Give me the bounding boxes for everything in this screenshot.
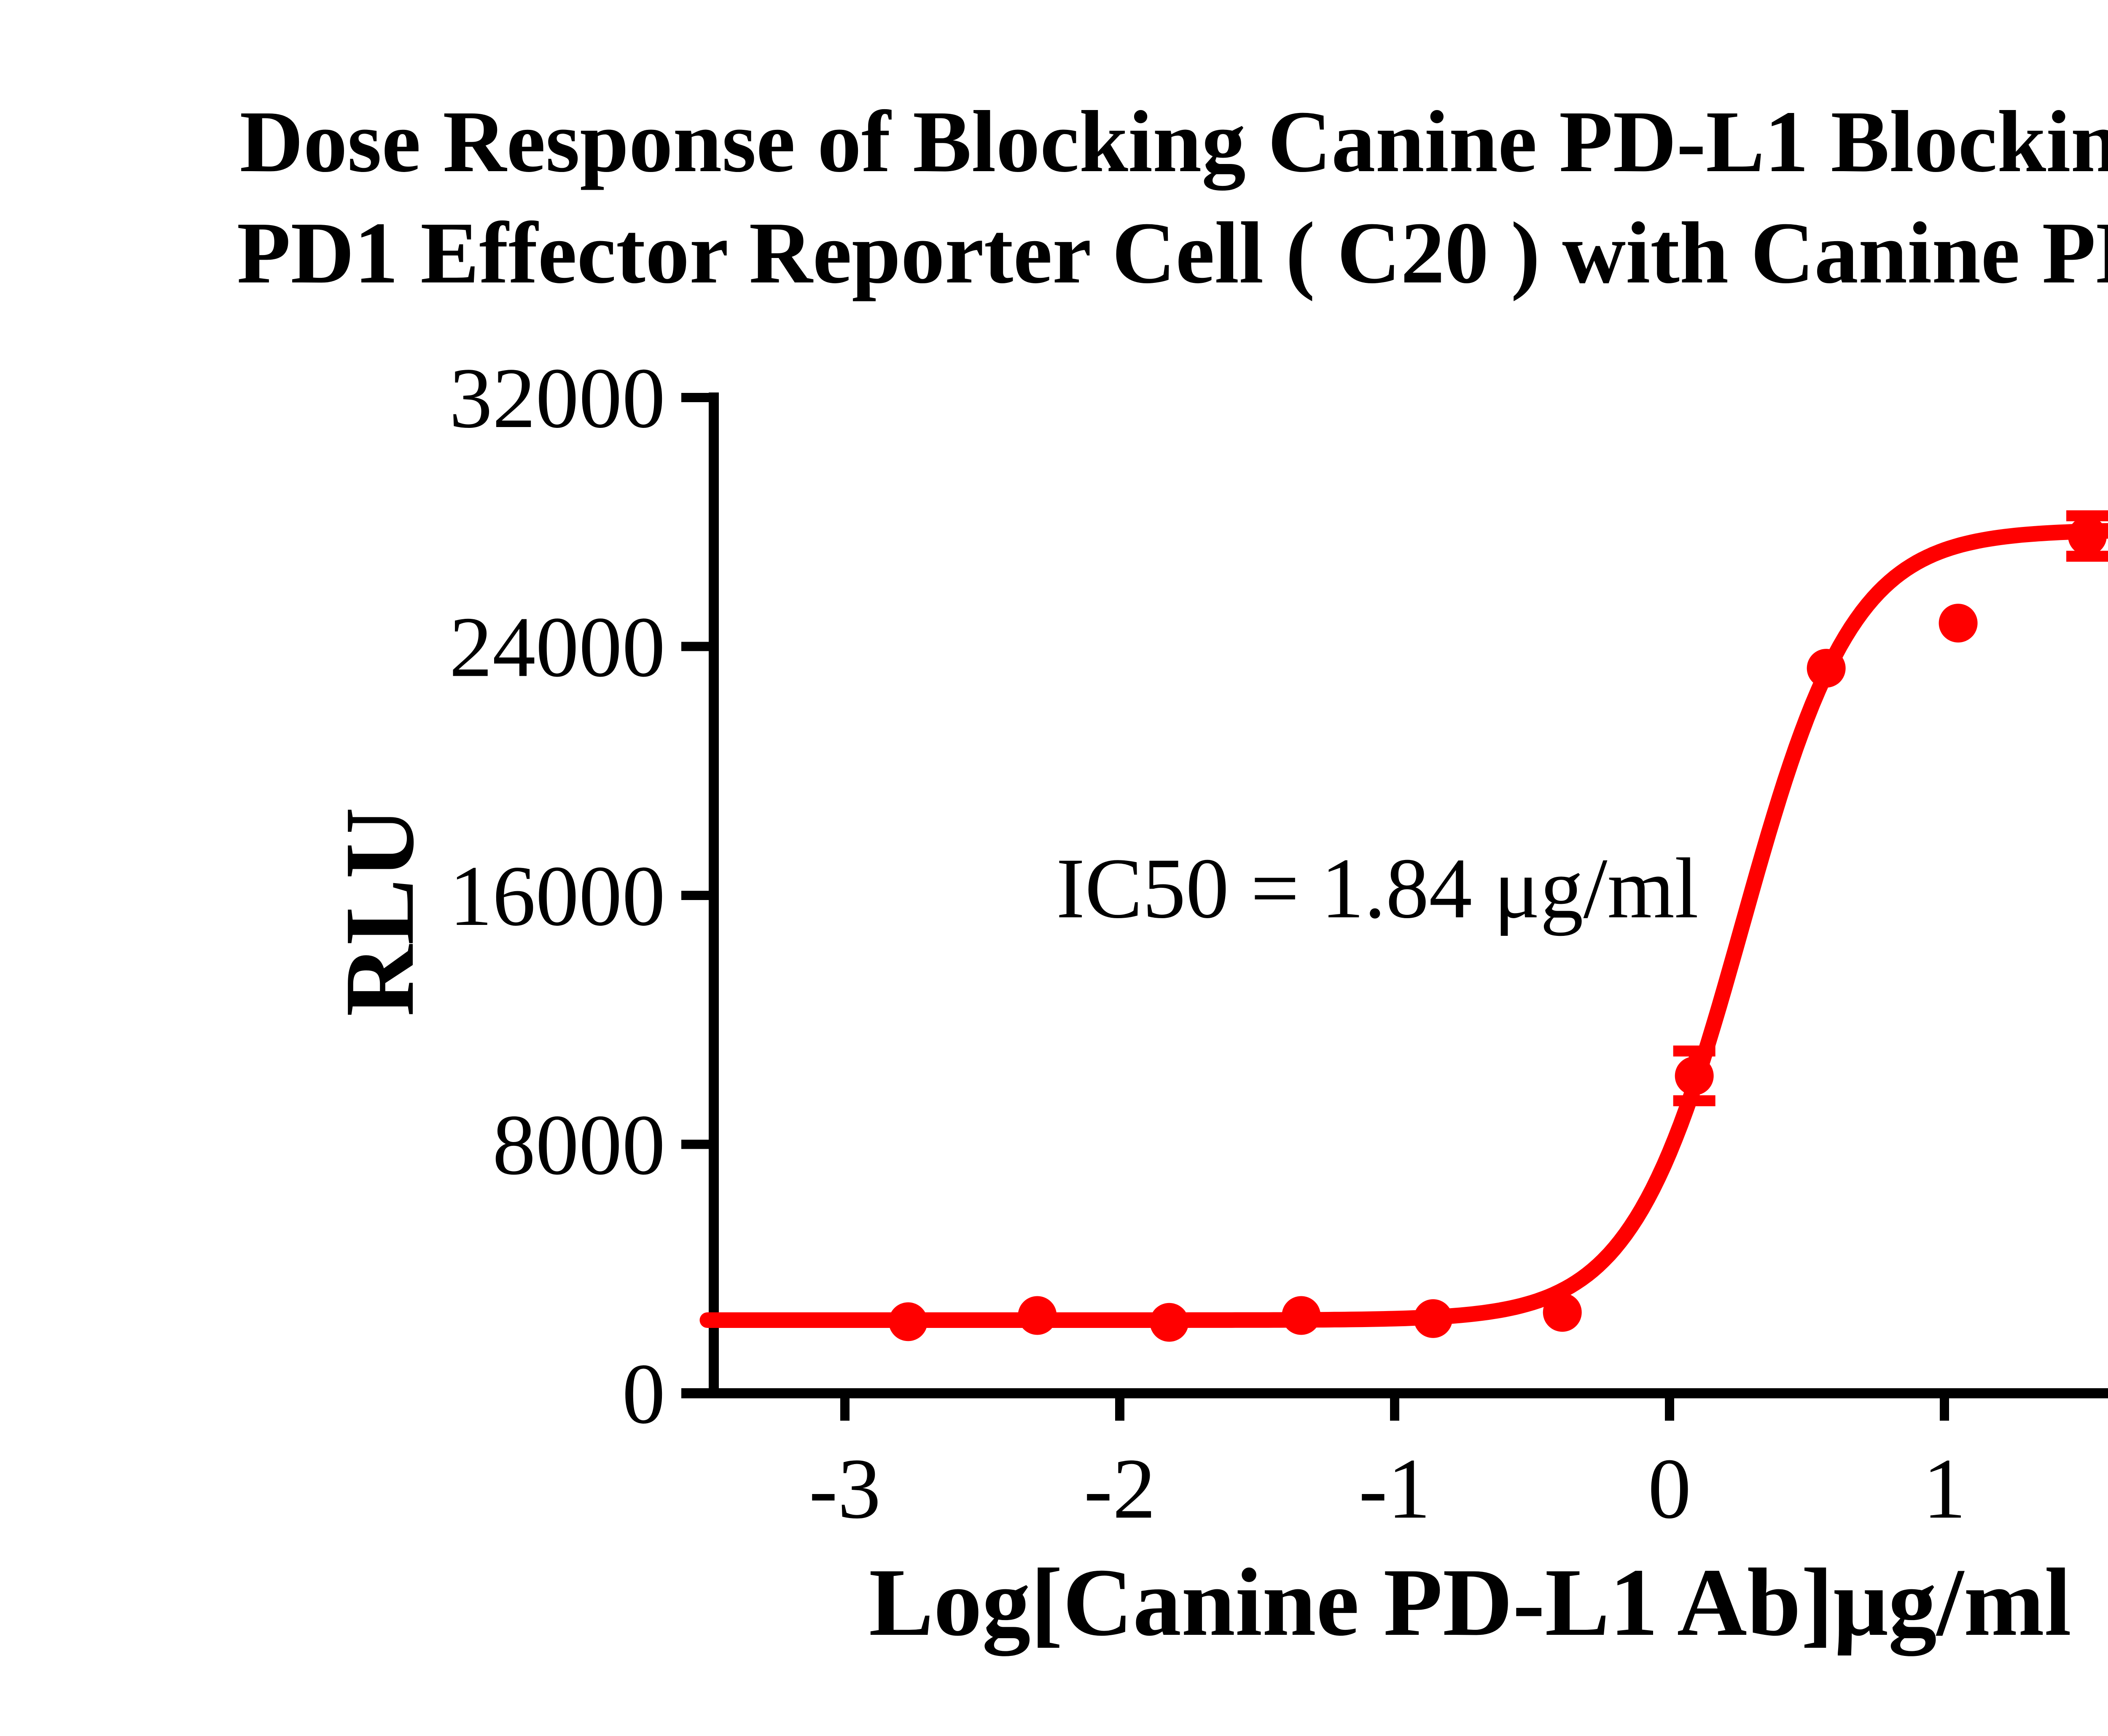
y-tick-label: 8000 xyxy=(492,1097,665,1193)
data-point-marker xyxy=(888,1302,928,1341)
x-tick-label: -1 xyxy=(1359,1441,1431,1537)
data-point-marker xyxy=(1018,1296,1057,1335)
ic50-annotation: IC50 = 1.84 μg/ml xyxy=(1056,841,1699,936)
data-point-marker xyxy=(2068,516,2107,556)
x-axis-title: Log[Canine PD-L1 Ab]μg/ml xyxy=(868,1548,2072,1656)
x-tick-label: -3 xyxy=(809,1441,881,1537)
y-tick-label: 32000 xyxy=(449,350,666,446)
fit-curve xyxy=(699,523,2108,1328)
chart-title-line2: PD1 Effector Reporter Cell ( C20 ) with … xyxy=(237,204,2108,302)
data-point-marker xyxy=(1807,649,1846,688)
data-point-marker xyxy=(1939,604,1978,643)
data-point-marker xyxy=(1543,1293,1582,1332)
x-tick-label: -2 xyxy=(1084,1441,1156,1537)
data-point-marker xyxy=(1414,1299,1453,1338)
y-tick-label: 0 xyxy=(622,1346,666,1442)
chart-title: Dose Response of Blocking Canine PD-L1 B… xyxy=(0,86,2108,309)
y-tick-label: 24000 xyxy=(449,599,666,695)
data-point-marker xyxy=(1282,1296,1321,1335)
data-point-marker xyxy=(1675,1056,1714,1096)
chart-title-line1: Dose Response of Blocking Canine PD-L1 B… xyxy=(239,93,2108,191)
y-tick-label: 16000 xyxy=(449,848,666,944)
data-point-marker xyxy=(1150,1303,1189,1342)
x-tick-label: 1 xyxy=(1923,1441,1966,1537)
x-tick-label: 0 xyxy=(1648,1441,1691,1537)
